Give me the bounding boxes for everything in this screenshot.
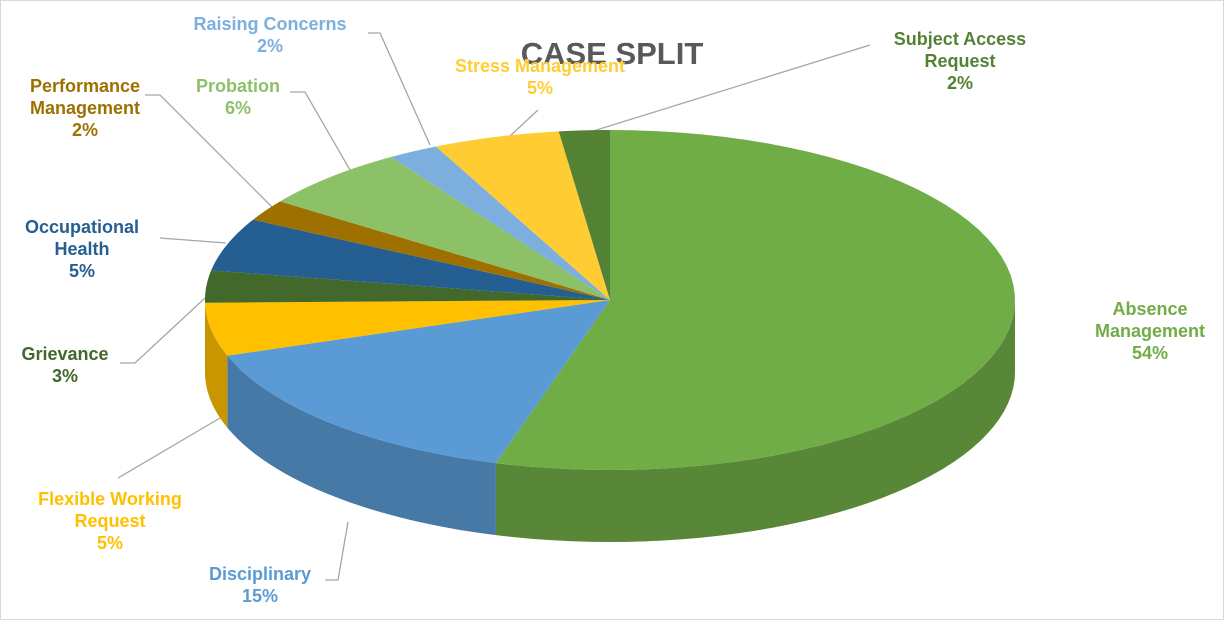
leader-line: [117, 417, 221, 479]
leader-line: [120, 297, 206, 364]
slice: [495, 130, 1015, 470]
slice: [211, 219, 610, 300]
category-name: Stress Management: [454, 56, 626, 76]
value-label: 6%: [224, 98, 251, 118]
data-label: Occupational Health 5%: [2, 216, 162, 282]
leader-line: [509, 109, 539, 137]
value-label: 54%: [1131, 343, 1169, 363]
slice: [253, 201, 610, 300]
value-label: 2%: [71, 120, 98, 140]
value-label: 2%: [946, 73, 973, 93]
data-label: Raising Concerns 2%: [165, 13, 375, 57]
data-label: Absence Management 54%: [1080, 298, 1220, 364]
slices: [205, 130, 1015, 542]
leader-line: [159, 237, 227, 244]
data-label: Subject Access Request 2%: [875, 28, 1045, 94]
slice-side: [227, 355, 496, 536]
category-name: Raising Concerns: [193, 14, 347, 34]
slice-sides: [205, 300, 1015, 542]
data-label: Stress Management 5%: [420, 55, 660, 99]
slice-side-shade: [205, 302, 228, 428]
leader-line: [368, 32, 431, 146]
category-name: Disciplinary: [208, 564, 312, 584]
slice: [280, 156, 610, 300]
data-label: Flexible Working Request 5%: [10, 488, 210, 554]
slice-side: [495, 300, 1015, 542]
category-name: Subject Access Request: [893, 29, 1027, 71]
value-label: 3%: [51, 366, 78, 386]
data-label: Disciplinary 15%: [180, 563, 340, 607]
slice-side: [205, 302, 228, 428]
slice-side-shade: [495, 300, 1015, 542]
category-name: Performance Management: [29, 76, 141, 118]
value-label: 5%: [96, 533, 123, 553]
value-label: 15%: [241, 586, 279, 606]
category-name: Probation: [196, 76, 280, 96]
category-name: Grievance: [21, 344, 109, 364]
leader-line: [325, 521, 349, 581]
category-name: Occupational Health: [24, 217, 140, 259]
slice: [227, 300, 611, 464]
data-label: Performance Management 2%: [0, 75, 170, 141]
value-label: 2%: [256, 36, 283, 56]
data-label: Grievance 3%: [5, 343, 125, 387]
leader-line: [589, 44, 871, 133]
slice: [435, 131, 610, 300]
slice: [205, 270, 610, 303]
value-label: 5%: [68, 261, 95, 281]
value-label: 5%: [526, 78, 553, 98]
category-name: Absence Management: [1094, 299, 1206, 341]
slice: [558, 130, 610, 300]
data-label: Probation 6%: [183, 75, 293, 119]
slice: [205, 300, 611, 356]
slice-tops: [205, 130, 1015, 470]
slice: [391, 146, 610, 300]
slice-side-shade: [227, 355, 496, 536]
category-name: Flexible Working Request: [38, 489, 182, 531]
leader-lines: [117, 32, 871, 581]
leader-line: [290, 91, 351, 171]
chart-title: CASE SPLIT: [520, 36, 704, 71]
leader-line: [145, 94, 273, 208]
